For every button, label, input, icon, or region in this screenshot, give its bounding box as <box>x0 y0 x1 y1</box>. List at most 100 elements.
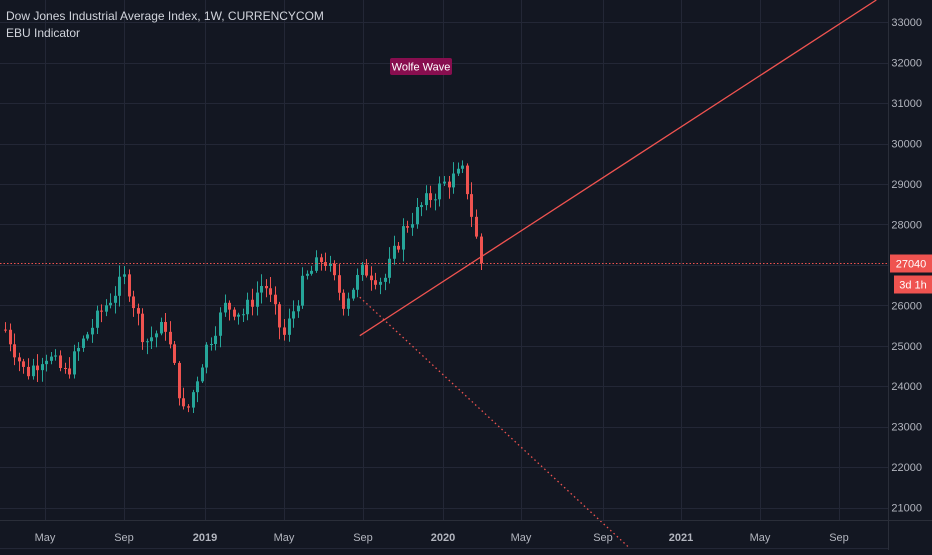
candle-body <box>338 275 341 293</box>
candle-body <box>77 347 80 352</box>
candle-body <box>164 321 167 332</box>
candle-body <box>406 226 409 228</box>
candle-body <box>397 245 400 250</box>
candle-body <box>27 366 30 377</box>
candle-body <box>150 337 153 342</box>
y-tick-label: 32000 <box>891 58 922 70</box>
candle-body <box>41 364 44 371</box>
x-tick-label: Sep <box>829 532 849 544</box>
candle-body <box>260 285 263 293</box>
candle-body <box>182 398 185 407</box>
candle-body <box>365 264 368 276</box>
y-tick-label: 26000 <box>891 300 922 312</box>
candle-body <box>91 327 94 335</box>
candle-body <box>246 299 249 315</box>
candle-body <box>114 295 117 303</box>
candle-body <box>402 226 405 250</box>
candle-body <box>278 304 281 328</box>
candle-body <box>361 264 364 275</box>
y-tick-label: 30000 <box>891 139 922 151</box>
y-tick-label: 28000 <box>891 219 922 231</box>
candle-body <box>96 310 99 328</box>
x-tick-label: Sep <box>593 532 613 544</box>
candle-body <box>388 258 391 278</box>
candle-body <box>160 321 163 334</box>
candle-body <box>480 236 483 264</box>
candle-body <box>123 274 126 277</box>
candle-body <box>283 327 286 335</box>
y-tick-label: 29000 <box>891 179 922 191</box>
candle-body <box>59 355 62 369</box>
candle-body <box>438 183 441 200</box>
candle-body <box>269 288 272 295</box>
upper-trend-line[interactable] <box>359 0 877 337</box>
candle-body <box>118 276 121 296</box>
candle-body <box>329 263 332 266</box>
candle-body <box>461 165 464 169</box>
x-tick-label: May <box>274 532 295 544</box>
x-axis[interactable]: May Sep 2019 May Sep 2020 May Sep 2021 May Sep <box>35 532 849 544</box>
candle-body <box>54 355 57 357</box>
candle-body <box>32 365 35 377</box>
candle-body <box>4 329 7 331</box>
candle-body <box>9 329 12 345</box>
candle-body <box>205 344 208 368</box>
current-price-badge <box>890 254 932 273</box>
candle-body <box>13 344 16 358</box>
wolfe-wave-label: Wolfe Wave <box>392 62 451 74</box>
candle-body <box>356 274 359 290</box>
candle-body <box>45 360 48 365</box>
candle-body <box>379 281 382 285</box>
countdown-label: 3d 1h <box>899 280 927 292</box>
x-tick-label: 2019 <box>193 532 217 544</box>
candle-body <box>36 365 39 371</box>
candle-body <box>288 318 291 335</box>
symbol-title[interactable]: Dow Jones Industrial Average Index, 1W, … <box>6 9 324 23</box>
lower-projection-line[interactable] <box>359 296 630 549</box>
candle-body <box>274 294 277 305</box>
candle-body <box>137 308 140 314</box>
candle-body <box>448 181 451 188</box>
candle-body <box>242 314 245 316</box>
candle-body <box>370 275 373 281</box>
chart-legend: Dow Jones Industrial Average Index, 1W, … <box>6 8 324 42</box>
y-tick-label: 33000 <box>891 17 922 29</box>
candle-body <box>466 165 469 195</box>
candle-body <box>210 344 213 346</box>
candle-body <box>297 305 300 312</box>
countdown-badge <box>894 275 932 294</box>
x-tick-label: Sep <box>353 532 373 544</box>
candle-body <box>411 224 414 228</box>
candle-body <box>315 257 318 271</box>
candle-body <box>342 292 345 309</box>
candle-body <box>306 273 309 276</box>
candle-body <box>22 361 25 367</box>
y-tick-label: 23000 <box>891 422 922 434</box>
candle-body <box>434 199 437 201</box>
candle-body <box>50 356 53 361</box>
candle-body <box>201 367 204 382</box>
candle-body <box>374 280 377 285</box>
y-tick-label: 24000 <box>891 381 922 393</box>
candle-body <box>228 302 231 310</box>
candle-body <box>196 381 199 393</box>
indicator-name[interactable]: EBU Indicator <box>6 26 81 40</box>
candle-body <box>219 312 222 336</box>
x-tick-label: May <box>35 532 56 544</box>
candle-body <box>105 305 108 312</box>
candle-body <box>141 313 144 343</box>
candle-body <box>178 362 181 399</box>
candle-body <box>68 368 71 375</box>
candle-body <box>310 270 313 274</box>
wolfe-wave-label-bg <box>390 58 452 75</box>
candle-body <box>82 338 85 348</box>
candle-body <box>425 193 428 206</box>
wolfe-wave-annotation[interactable]: Wolfe Wave <box>390 58 452 75</box>
y-tick-label: 25000 <box>891 341 922 353</box>
candle-body <box>320 257 323 263</box>
candle-body <box>443 181 446 184</box>
x-tick-label: Sep <box>114 532 134 544</box>
x-tick-label: May <box>511 532 532 544</box>
